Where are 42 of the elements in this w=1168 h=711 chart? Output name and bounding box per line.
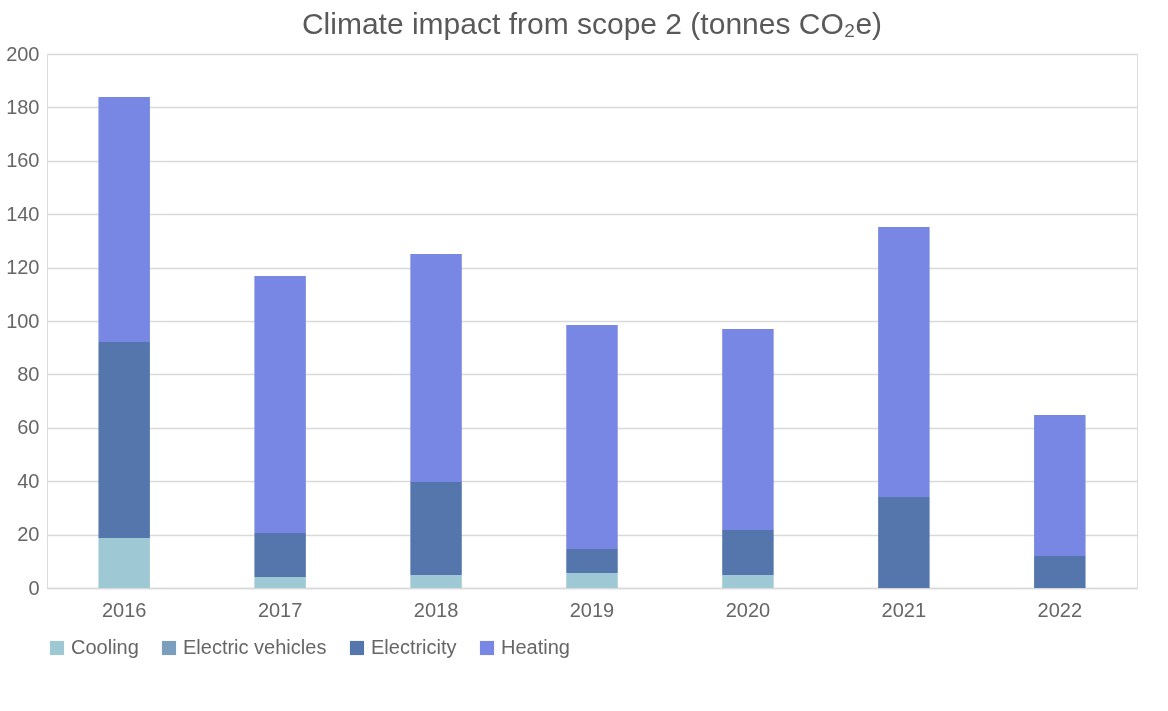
y-tick-label: 100 [6, 309, 40, 332]
bar [254, 577, 306, 588]
bar [722, 574, 774, 588]
bar [1034, 555, 1086, 588]
x-tick-label: 2019 [569, 598, 615, 621]
x-tick-label: 2018 [413, 598, 459, 621]
x-tick-label: 2020 [725, 598, 771, 621]
bar [566, 325, 618, 550]
legend-label: Electricity [371, 636, 457, 658]
bar [878, 496, 930, 588]
y-tick-label: 20 [17, 523, 40, 546]
bar [254, 533, 306, 578]
bar [878, 227, 930, 497]
y-tick-label: 200 [6, 42, 40, 65]
y-tick-label: 180 [6, 95, 40, 118]
bar [254, 275, 306, 533]
y-tick-label: 160 [6, 149, 40, 172]
y-tick-label: 120 [6, 256, 40, 279]
y-tick-label: 80 [17, 362, 40, 385]
y-tick-label: 60 [17, 416, 40, 439]
x-tick-label: 2016 [101, 598, 147, 621]
legend-label: Cooling [71, 636, 139, 658]
chart-title: Climate impact from scope 2 (tonnes CO₂e) [301, 7, 883, 40]
legend-label: Heating [501, 636, 570, 658]
bar [566, 549, 618, 574]
bar [410, 574, 462, 588]
bar [722, 329, 774, 531]
bar [566, 573, 618, 588]
bar [98, 538, 150, 588]
bar [98, 96, 150, 343]
legend-label: Electric vehicles [183, 636, 327, 658]
y-tick-label: 0 [28, 576, 40, 599]
x-tick-label: 2017 [257, 598, 303, 621]
y-tick-label: 140 [6, 202, 40, 225]
y-tick-label: 40 [17, 469, 40, 492]
x-tick-label: 2022 [1037, 598, 1083, 621]
bar [98, 342, 150, 539]
bar [722, 530, 774, 575]
bar [410, 482, 462, 575]
x-tick-label: 2021 [881, 598, 927, 621]
bar [410, 253, 462, 482]
bar [1034, 414, 1086, 556]
